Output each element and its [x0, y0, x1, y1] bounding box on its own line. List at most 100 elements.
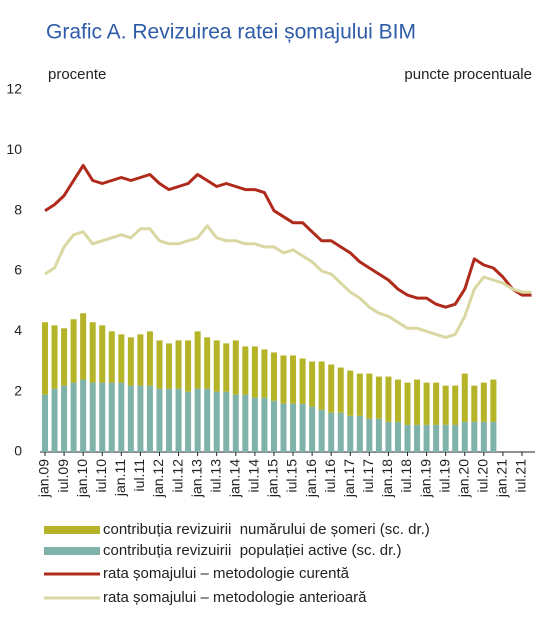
bar-segment	[156, 340, 163, 389]
line	[44, 163, 532, 309]
x-tick-label: jan.21	[494, 459, 510, 498]
x-tick-label: iul.10	[93, 459, 109, 493]
bar-segment	[51, 388, 58, 452]
bar-segment	[185, 391, 192, 452]
bar-segment	[242, 346, 249, 395]
bar-segment	[175, 340, 182, 389]
bar-segment	[318, 361, 325, 410]
bar-segment	[309, 361, 316, 407]
bar-segment	[213, 391, 220, 452]
x-tick-label: iul.14	[246, 459, 262, 493]
y-tick-label: 8	[14, 201, 22, 217]
bar-segment	[185, 340, 192, 392]
bar-segment	[270, 352, 277, 401]
bar-segment	[404, 382, 411, 425]
x-tick-label: iul.16	[322, 459, 338, 493]
bar-segment	[204, 337, 211, 389]
bar-segment	[242, 394, 249, 452]
bar-segment	[480, 382, 487, 422]
bar-segment	[42, 394, 48, 452]
x-tick-label: jan.19	[417, 459, 433, 498]
x-tick-label: jan.16	[303, 459, 319, 498]
bar-segment	[414, 379, 421, 425]
bar-segment	[480, 421, 487, 452]
bar-segment	[423, 424, 430, 452]
y-tick-label: 6	[14, 262, 22, 278]
bar-segment	[280, 403, 287, 452]
x-tick-label: jan.17	[341, 459, 357, 498]
bar-segment	[146, 385, 153, 452]
bar-segment	[366, 373, 373, 419]
bar-segment	[328, 364, 335, 413]
bar-segment	[204, 388, 211, 452]
legend-label: contribuția revizuirii numărului de șome…	[103, 521, 430, 538]
bar-segment	[51, 325, 58, 389]
bar-segment	[452, 424, 459, 452]
bar-segment	[309, 406, 316, 452]
bar-segment	[337, 367, 344, 413]
bar-segment	[461, 421, 468, 452]
bar-segment	[232, 394, 239, 452]
bar-segment	[175, 388, 182, 452]
bar-segment	[328, 412, 335, 452]
x-tick-label: jan.20	[455, 459, 471, 498]
bar-segment	[290, 403, 297, 452]
bar-segment	[347, 415, 354, 452]
bar-segment	[223, 391, 230, 452]
bar-segment	[146, 331, 153, 386]
bar-segment	[375, 376, 382, 419]
bar-segment	[194, 331, 201, 389]
bar-segment	[127, 385, 134, 452]
y2-axis-label: puncte procentuale	[404, 66, 532, 83]
x-tick-label: jan.18	[379, 459, 395, 498]
x-tick-label: iul.21	[513, 459, 529, 493]
bar-segment	[404, 424, 411, 452]
bar-segment	[299, 358, 306, 404]
bar-segment	[442, 385, 449, 425]
x-tick-label: jan.09	[36, 459, 52, 498]
bar-segment	[108, 382, 115, 452]
bar-segment	[423, 382, 430, 425]
bar-segment	[80, 379, 87, 452]
bar-segment	[166, 388, 173, 452]
bar-segment	[223, 343, 230, 392]
bar-segment	[270, 400, 277, 452]
bar-segment	[490, 379, 497, 422]
bar-segment	[356, 415, 363, 452]
x-tick-label: jan.15	[265, 459, 281, 498]
x-tick-label: iul.17	[360, 459, 376, 493]
legend-swatch	[44, 526, 100, 534]
bar-segment	[490, 421, 497, 452]
x-tick-label: jan.14	[227, 459, 243, 498]
x-tick-label: jan.12	[150, 459, 166, 498]
bar-segment	[251, 346, 258, 398]
bar-segment	[299, 403, 306, 452]
bar-segment	[280, 355, 287, 404]
bar-segment	[290, 355, 297, 404]
bar-segment	[375, 418, 382, 452]
bar-segment	[61, 385, 68, 452]
bar-segment	[61, 328, 68, 386]
y-tick-label: 2	[14, 382, 22, 398]
bar-segment	[108, 331, 115, 383]
bar-segment	[89, 382, 96, 452]
bar-segment	[318, 409, 325, 452]
bar-segment	[385, 376, 392, 422]
bar-segment	[261, 397, 268, 452]
y-tick-label: 0	[14, 443, 22, 459]
bar-segment	[42, 322, 48, 395]
bar-segment	[156, 388, 163, 452]
y-axis-label: procente	[48, 66, 106, 83]
bar-segment	[347, 370, 354, 416]
chart-title: Grafic A. Revizuirea ratei șomajului BIM	[46, 21, 416, 44]
bar-segment	[137, 334, 144, 386]
x-tick-label: iul.13	[207, 459, 223, 493]
bar-segment	[385, 421, 392, 452]
bar-segment	[471, 421, 478, 452]
bar-segment	[89, 322, 96, 383]
bar-segment	[442, 424, 449, 452]
bar-segment	[433, 424, 440, 452]
y-tick-label: 12	[6, 81, 22, 97]
bar-segment	[337, 412, 344, 452]
